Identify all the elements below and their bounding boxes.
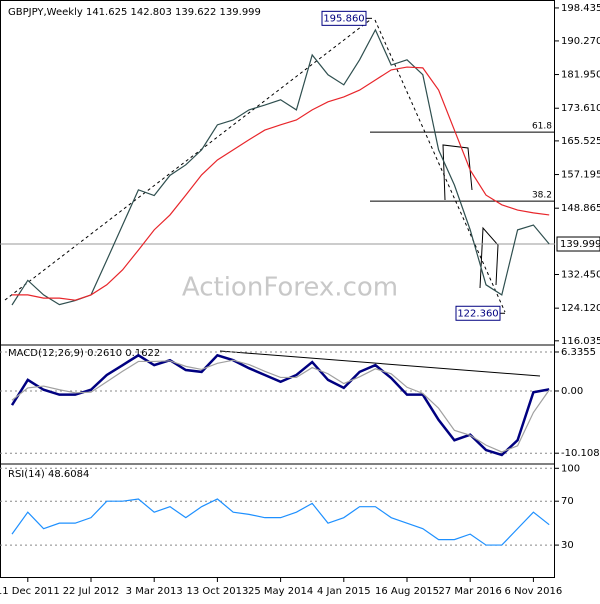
x-tick-label: 3 Mar 2013 [126,586,183,597]
pattern-box [479,226,499,289]
series-line [10,353,550,457]
y-tick-label: 198.435 [561,3,600,14]
y-tick-label: 173.610 [561,103,600,114]
last-price-label: 139.999 [560,239,600,250]
x-tick-label: 22 Jul 2012 [63,586,120,597]
x-tick-label: 4 Jan 2015 [317,586,371,597]
series-line [11,28,550,306]
x-tick-label: 11 Dec 2011 [0,586,60,597]
y-tick-label: 148.865 [561,203,600,214]
y-tick-label: -10.1082 [561,448,600,459]
annotation-box [455,305,501,321]
y-tick-label: 6.3355 [561,347,596,358]
y-tick-label: 181.950 [561,70,600,81]
x-tick-label: 6 Nov 2016 [505,586,563,597]
y-tick-label: 165.525 [561,136,600,147]
x-tick-label: 13 Oct 2013 [186,586,248,597]
last-price-box [556,236,600,252]
fib-label: 38.2 [532,191,552,201]
panel-title: RSI(14) 48.6084 [8,469,89,480]
y-tick-label: 30 [561,540,574,551]
trend-line [4,19,371,301]
y-tick-label: 116.035 [561,336,600,347]
series-line [11,498,550,546]
annotation-box [321,10,367,26]
y-tick-label: 132.450 [561,270,600,281]
annotation-label: 122.360 [457,308,498,319]
watermark: ActionForex.com [182,273,398,303]
frame [0,0,555,578]
y-tick-label: 0.00 [561,386,583,397]
series-line [12,66,550,301]
x-tick-label: 16 Aug 2015 [375,586,439,597]
x-tick-label: 25 May 2014 [248,586,313,597]
fib-label: 61.8 [532,122,552,132]
trend-line [374,19,506,313]
y-tick-label: 124.120 [561,303,600,314]
macd-trend-line [219,350,541,377]
panel-title: MACD(12,26,9) 0.2610 0.1622 [8,348,160,359]
annotation-label: 195.860 [323,13,364,24]
series-line [11,359,550,453]
y-tick-label: 157.195 [561,170,600,181]
chart-title: GBPJPY,Weekly 141.625 142.803 139.622 13… [8,7,261,18]
y-tick-label: 190.270 [561,36,600,47]
x-tick-label: 27 Mar 2016 [438,586,501,597]
y-tick-label: 70 [561,496,574,507]
y-tick-label: 100 [561,463,580,474]
